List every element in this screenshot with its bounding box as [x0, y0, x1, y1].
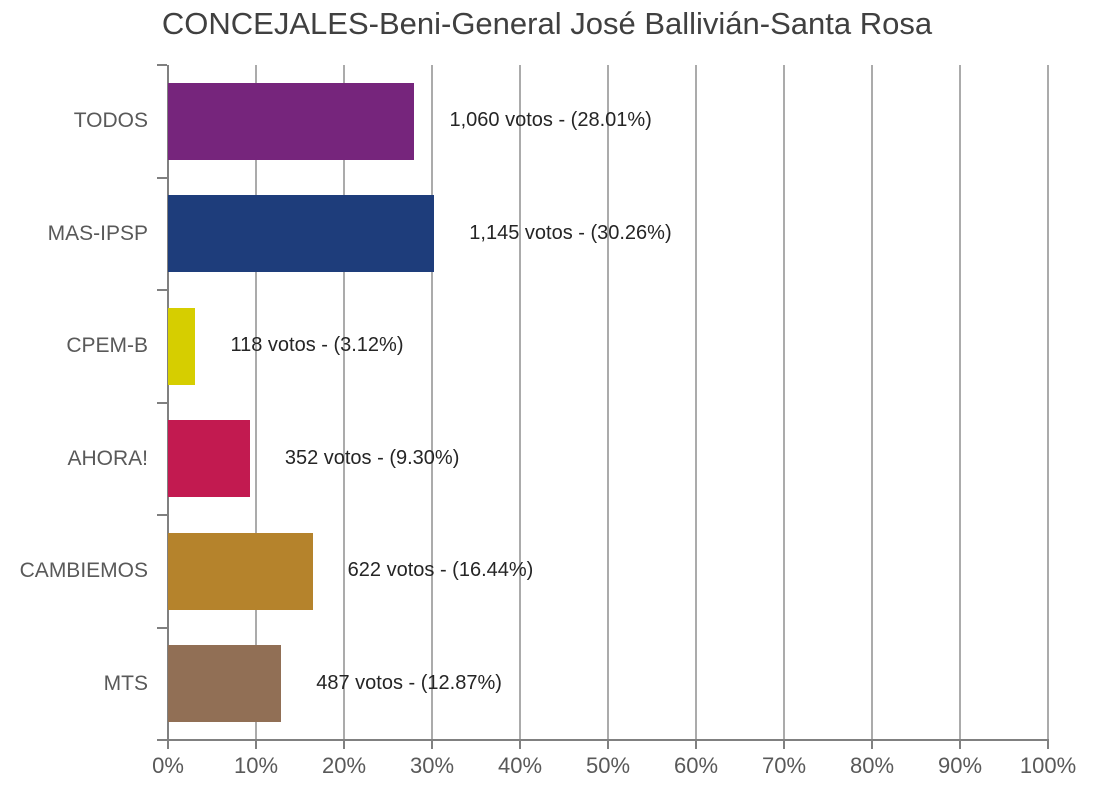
gridline: [695, 65, 697, 740]
bar-ahora-[interactable]: [168, 420, 250, 498]
x-axis-tick: [871, 740, 873, 749]
x-tick-label: 60%: [673, 753, 719, 778]
x-tick-label: 20%: [321, 753, 367, 778]
bar-mas-ipsp[interactable]: [168, 195, 435, 273]
data-label: 1,145 votos - (30.26%): [469, 221, 672, 244]
data-label: 622 votos - (16.44%): [347, 559, 534, 582]
x-tick-label: 90%: [937, 753, 983, 778]
gridline: [431, 65, 433, 740]
bar-mts[interactable]: [168, 645, 282, 723]
category-label: CPEM-B: [66, 334, 148, 358]
x-tick-label: 70%: [761, 753, 807, 778]
category-label: MAS-IPSP: [47, 221, 148, 245]
x-axis-tick: [431, 740, 433, 749]
category-label: TODOS: [73, 109, 148, 133]
gridline: [783, 65, 785, 740]
gridline: [343, 65, 345, 740]
x-axis-tick: [167, 740, 169, 749]
x-tick-label: 80%: [849, 753, 895, 778]
data-label: 352 votos - (9.30%): [284, 446, 460, 469]
gridline: [607, 65, 609, 740]
y-axis-tick: [157, 289, 167, 291]
gridline: [871, 65, 873, 740]
data-label: 118 votos - (3.12%): [230, 334, 404, 357]
data-label: 1,060 votos - (28.01%): [449, 109, 652, 132]
x-tick-label: 100%: [1019, 753, 1077, 778]
gridline: [519, 65, 521, 740]
y-axis-tick: [157, 739, 167, 741]
x-axis-tick: [783, 740, 785, 749]
gridline: [255, 65, 257, 740]
y-axis-line: [167, 65, 169, 741]
category-label: CAMBIEMOS: [19, 559, 148, 583]
x-tick-label: 0%: [152, 753, 184, 778]
y-axis-tick: [157, 401, 167, 404]
y-axis-tick: [157, 176, 167, 179]
x-axis-tick: [607, 740, 609, 749]
x-axis-tick: [1047, 740, 1049, 749]
y-axis-tick: [157, 514, 167, 516]
x-axis-tick: [519, 740, 521, 749]
category-label: MTS: [103, 671, 148, 695]
gridline: [1047, 65, 1049, 740]
x-axis-line: [167, 739, 1049, 741]
gridline: [959, 65, 961, 740]
data-label: 487 votos - (12.87%): [316, 671, 502, 694]
bar-cambiemos[interactable]: [168, 532, 313, 610]
x-axis-tick: [255, 740, 257, 749]
x-axis-tick: [959, 740, 961, 749]
x-tick-label: 10%: [233, 753, 279, 778]
chart-title: CONCEJALES-Beni-General José Ballivián-S…: [161, 6, 933, 41]
x-tick-label: 40%: [497, 753, 543, 778]
bar-cpem-b[interactable]: [168, 307, 196, 385]
x-tick-label: 30%: [409, 753, 455, 778]
category-label: AHORA!: [67, 446, 148, 470]
bar-todos[interactable]: [168, 82, 415, 160]
x-axis-tick: [695, 740, 697, 749]
x-tick-label: 50%: [585, 753, 631, 778]
y-axis-tick: [157, 626, 167, 629]
x-axis-tick: [343, 740, 345, 749]
y-axis-tick: [157, 64, 167, 66]
